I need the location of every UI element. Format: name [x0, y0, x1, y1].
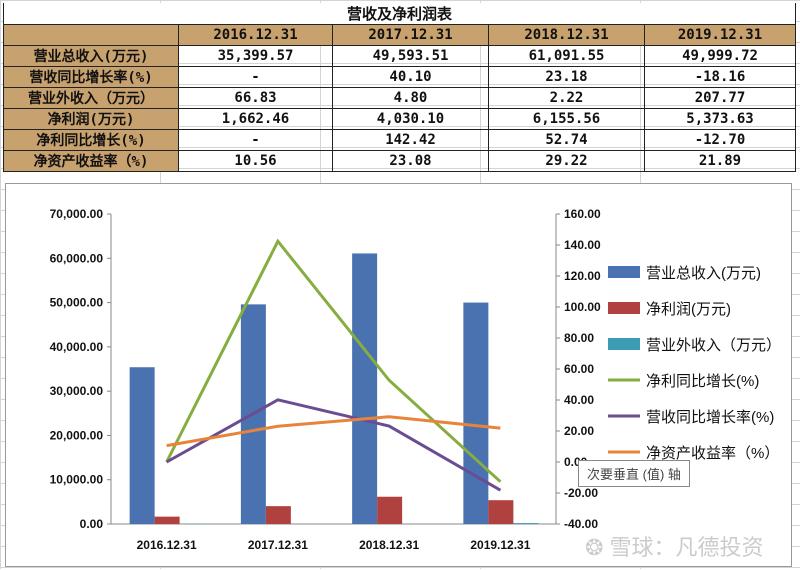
legend-label: 营业外收入（万元）	[646, 337, 781, 354]
table-cell: 23.08	[333, 151, 489, 172]
table-cell: 10.56	[179, 151, 333, 172]
watermark: ❂ 雪球：凡德投资	[585, 530, 764, 562]
y2-tick-label: 140.00	[564, 238, 601, 252]
table-title: 营收及净利润表	[4, 3, 796, 25]
x-tick-label: 2017.12.31	[248, 538, 308, 552]
row-label: 营收同比增长率(%)	[4, 67, 179, 88]
y2-tick-label: -20.00	[564, 486, 598, 500]
table-cell: 21.89	[645, 151, 796, 172]
row-label: 净利润(万元)	[4, 109, 179, 130]
axis-tooltip: 次要垂直 (值) 轴	[578, 460, 690, 487]
table-cell: -	[179, 67, 333, 88]
y-tick-label: 50,000.00	[50, 296, 104, 310]
row-label: 营业外收入（万元）	[4, 88, 179, 109]
table-cell: 40.10	[333, 67, 489, 88]
bar-1	[155, 517, 180, 524]
y-tick-label: 40,000.00	[50, 340, 104, 354]
table-cell: 66.83	[179, 88, 333, 109]
combo-chart: 0.00 10,000.00 20,000.00 30,000.00 40,000.00…	[6, 184, 791, 566]
column-header: 2019.12.31	[645, 25, 796, 46]
legend-swatch	[608, 266, 640, 278]
table-cell: 49,593.51	[333, 46, 489, 67]
table-cell: 142.42	[333, 130, 489, 151]
y2-tick-label: 80.00	[564, 331, 594, 345]
table-cell: 35,399.57	[179, 46, 333, 67]
table-cell: 6,155.56	[489, 109, 645, 130]
x-tick-label: 2019.12.31	[470, 538, 530, 552]
table-cell: -18.16	[645, 67, 796, 88]
legend-label: 净利同比增长(%)	[646, 373, 759, 390]
y-tick-label: 20,000.00	[50, 428, 104, 442]
table-cell: -	[179, 130, 333, 151]
table-cell: 52.74	[489, 130, 645, 151]
x-tick-label: 2016.12.31	[137, 538, 197, 552]
header-blank	[4, 25, 179, 46]
legend-label: 营业总收入(万元)	[646, 265, 761, 282]
table-cell: 49,999.72	[645, 46, 796, 67]
row-label: 净利同比增长(%)	[4, 130, 179, 151]
y2-tick-label: 20.00	[564, 424, 594, 438]
bar-0	[463, 303, 488, 524]
y2-tick-label: 100.00	[564, 300, 601, 314]
table-cell: 4,030.10	[333, 109, 489, 130]
y-tick-label: 60,000.00	[50, 251, 104, 265]
line-series-1	[167, 400, 501, 490]
table-cell: 61,091.55	[489, 46, 645, 67]
bar-0	[352, 253, 377, 524]
legend-swatch	[608, 338, 640, 350]
legend-label: 净利润(万元)	[646, 301, 731, 318]
y-tick-label: 30,000.00	[50, 384, 104, 398]
bar-0	[130, 367, 155, 524]
chart-area[interactable]: 0.00 10,000.00 20,000.00 30,000.00 40,000.00…	[5, 183, 792, 567]
table-cell: 207.77	[645, 88, 796, 109]
y2-tick-label: -40.00	[564, 517, 598, 531]
y2-tick-label: 40.00	[564, 393, 594, 407]
column-header: 2018.12.31	[489, 25, 645, 46]
y-tick-label: 70,000.00	[50, 207, 104, 221]
bar-1	[488, 500, 513, 524]
line-series-0	[167, 241, 501, 481]
y2-tick-label: 120.00	[564, 269, 601, 283]
table-cell: 2.22	[489, 88, 645, 109]
bar-2	[513, 523, 538, 524]
table-cell: -12.70	[645, 130, 796, 151]
y-tick-label: 10,000.00	[50, 473, 104, 487]
column-header: 2017.12.31	[333, 25, 489, 46]
table-cell: 5,373.63	[645, 109, 796, 130]
table-cell: 29.22	[489, 151, 645, 172]
legend-label: 营收同比增长率(%)	[646, 409, 774, 426]
x-tick-label: 2018.12.31	[359, 538, 419, 552]
y-tick-label: 0.00	[80, 517, 104, 531]
table-cell: 23.18	[489, 67, 645, 88]
table-cell: 1,662.46	[179, 109, 333, 130]
y2-tick-label: 160.00	[564, 207, 601, 221]
y2-tick-label: 60.00	[564, 362, 594, 376]
column-header: 2016.12.31	[179, 25, 333, 46]
row-label: 净资产收益率（%)	[4, 151, 179, 172]
bar-1	[266, 506, 291, 524]
bar-1	[377, 497, 402, 524]
row-label: 营业总收入(万元)	[4, 46, 179, 67]
line-series-2	[167, 417, 501, 446]
legend-swatch	[608, 302, 640, 314]
table-cell: 4.80	[333, 88, 489, 109]
